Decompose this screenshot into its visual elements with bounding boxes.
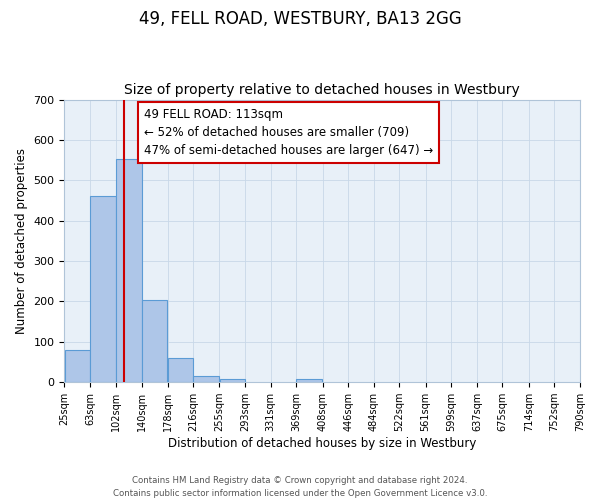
Bar xyxy=(167,358,193,382)
Y-axis label: Number of detached properties: Number of detached properties xyxy=(15,148,28,334)
Text: 49, FELL ROAD, WESTBURY, BA13 2GG: 49, FELL ROAD, WESTBURY, BA13 2GG xyxy=(139,10,461,28)
X-axis label: Distribution of detached houses by size in Westbury: Distribution of detached houses by size … xyxy=(168,437,476,450)
Bar xyxy=(90,196,116,382)
Bar xyxy=(116,158,142,382)
Bar xyxy=(193,376,218,382)
Title: Size of property relative to detached houses in Westbury: Size of property relative to detached ho… xyxy=(124,83,520,97)
Text: 49 FELL ROAD: 113sqm
← 52% of detached houses are smaller (709)
47% of semi-deta: 49 FELL ROAD: 113sqm ← 52% of detached h… xyxy=(145,108,434,157)
Bar xyxy=(65,350,90,382)
Bar xyxy=(142,300,167,382)
Bar xyxy=(220,378,245,382)
Text: Contains HM Land Registry data © Crown copyright and database right 2024.
Contai: Contains HM Land Registry data © Crown c… xyxy=(113,476,487,498)
Bar xyxy=(296,379,322,382)
